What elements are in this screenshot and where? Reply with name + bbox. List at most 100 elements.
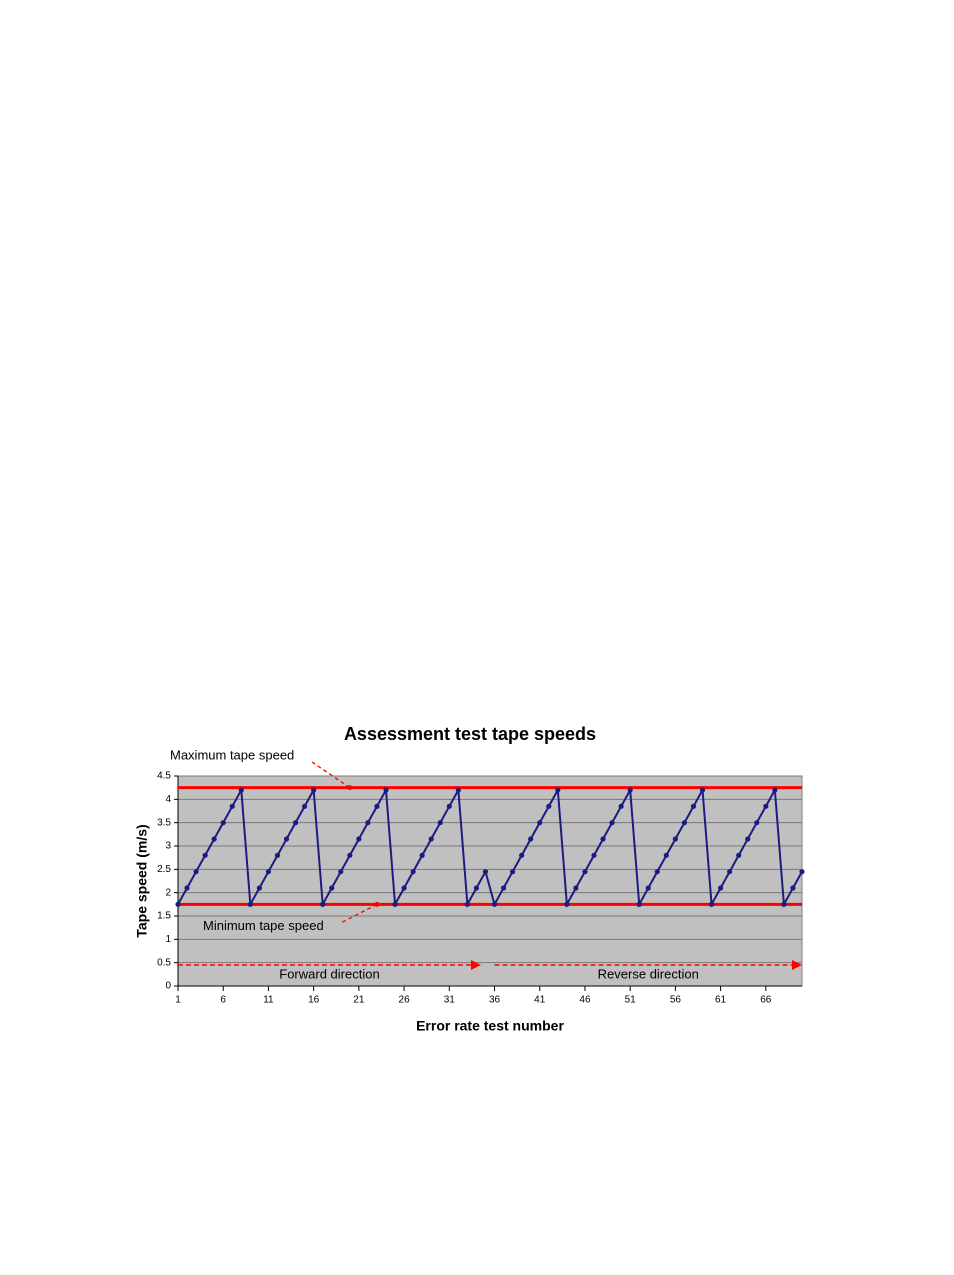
- data-point: [437, 820, 443, 826]
- direction-label: Forward direction: [279, 966, 379, 981]
- data-point: [754, 820, 760, 826]
- x-tick-label: 16: [308, 995, 320, 1006]
- data-point: [401, 885, 407, 891]
- annotation-label: Minimum tape speed: [203, 918, 324, 933]
- data-point: [573, 885, 579, 891]
- data-point: [238, 787, 244, 793]
- data-point: [283, 836, 290, 842]
- data-point: [347, 852, 353, 858]
- data-point: [446, 803, 452, 809]
- data-point: [329, 885, 335, 891]
- annotation-anchor: [347, 785, 353, 791]
- y-tick-label: 3.5: [157, 817, 171, 828]
- data-point: [473, 885, 480, 891]
- x-tick-label: 41: [534, 995, 546, 1006]
- data-point: [464, 901, 470, 907]
- y-tick-label: 3: [165, 841, 171, 852]
- data-point: [428, 836, 434, 842]
- x-tick-label: 21: [353, 995, 365, 1006]
- y-axis-label: Tape speed (m/s): [134, 824, 150, 937]
- series-line: [177, 786, 803, 908]
- y-tick-label: 0: [165, 981, 171, 992]
- data-point: [564, 901, 570, 907]
- direction-label: Reverse direction: [598, 966, 699, 981]
- data-point: [654, 869, 660, 875]
- data-point: [799, 869, 805, 875]
- data-point: [736, 852, 742, 858]
- data-point: [482, 869, 489, 875]
- annotation-anchor: [374, 901, 380, 907]
- data-point: [699, 787, 706, 793]
- data-point: [383, 787, 389, 793]
- data-point: [672, 836, 678, 842]
- data-point: [645, 885, 651, 891]
- x-tick-label: 31: [444, 995, 456, 1006]
- data-point: [763, 803, 769, 809]
- data-point: [365, 820, 371, 826]
- x-tick-label: 61: [715, 995, 727, 1006]
- data-point: [745, 836, 751, 842]
- data-point: [184, 885, 190, 891]
- data-point: [265, 869, 272, 875]
- data-point: [663, 852, 669, 858]
- data-point: [500, 885, 507, 891]
- data-point: [410, 869, 416, 875]
- data-point: [618, 803, 624, 809]
- data-point: [582, 869, 588, 875]
- x-tick-label: 66: [760, 995, 772, 1006]
- x-tick-label: 56: [670, 995, 682, 1006]
- data-point: [247, 901, 253, 907]
- data-point: [781, 901, 787, 907]
- data-point: [790, 885, 796, 891]
- arrow-head: [792, 960, 802, 970]
- data-point: [708, 901, 715, 907]
- data-point: [229, 803, 235, 809]
- data-point: [537, 820, 543, 826]
- x-tick-label: 46: [579, 995, 591, 1006]
- data-point: [519, 852, 525, 858]
- data-point: [392, 901, 398, 907]
- x-tick-label: 11: [263, 995, 274, 1006]
- data-point: [419, 852, 425, 858]
- annotation-leader: [311, 761, 351, 789]
- data-point: [256, 885, 262, 891]
- data-point: [374, 803, 380, 809]
- data-point: [193, 869, 199, 875]
- data-point: [320, 901, 326, 907]
- data-point: [690, 803, 697, 809]
- data-point: [555, 787, 561, 793]
- x-tick-label: 6: [220, 995, 226, 1006]
- data-point: [591, 852, 597, 858]
- x-tick-label: 51: [625, 995, 637, 1006]
- data-point: [202, 852, 208, 858]
- x-tick-label: 26: [399, 995, 411, 1006]
- plot-area: [177, 775, 803, 987]
- y-tick-label: 2: [165, 887, 171, 898]
- data-point: [528, 836, 534, 842]
- y-tick-label: 0.5: [157, 957, 171, 968]
- data-point: [727, 869, 733, 875]
- arrow-head: [470, 960, 481, 970]
- data-point: [609, 820, 615, 826]
- annotation-label: Maximum tape speed: [170, 747, 294, 762]
- data-point: [772, 787, 778, 793]
- y-tick-label: 1.5: [157, 911, 171, 922]
- data-point: [220, 820, 226, 826]
- y-tick-label: 4.5: [157, 771, 171, 782]
- data-point: [175, 901, 181, 907]
- x-tick-label: 36: [489, 995, 501, 1006]
- data-point: [302, 803, 308, 809]
- y-tick-label: 2.5: [157, 864, 171, 875]
- data-point: [338, 869, 344, 875]
- data-point: [600, 836, 606, 842]
- data-point: [636, 901, 642, 907]
- data-point: [681, 820, 688, 826]
- data-point: [211, 836, 217, 842]
- data-point: [356, 836, 362, 842]
- data-point: [292, 820, 299, 826]
- x-axis-label: Error rate test number: [416, 1018, 564, 1034]
- chart-title: Assessment test tape speeds: [344, 724, 596, 744]
- x-tick-label: 1: [175, 995, 181, 1006]
